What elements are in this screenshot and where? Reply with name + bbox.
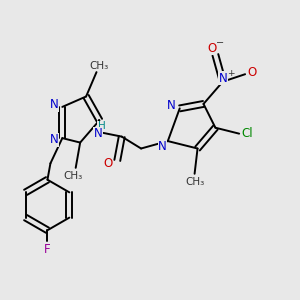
Text: CH₃: CH₃ xyxy=(63,171,82,181)
Text: N: N xyxy=(218,72,227,85)
Text: Cl: Cl xyxy=(242,127,253,140)
Text: N: N xyxy=(50,133,58,146)
Text: CH₃: CH₃ xyxy=(90,61,109,70)
Text: +: + xyxy=(227,69,235,78)
Text: H: H xyxy=(98,121,106,131)
Text: −: − xyxy=(216,38,224,48)
Text: F: F xyxy=(44,243,51,256)
Text: CH₃: CH₃ xyxy=(185,177,204,187)
Text: O: O xyxy=(247,66,256,79)
Text: N: N xyxy=(167,99,176,112)
Text: N: N xyxy=(94,127,102,140)
Text: O: O xyxy=(103,158,112,170)
Text: N: N xyxy=(158,140,167,153)
Text: O: O xyxy=(207,42,216,55)
Text: N: N xyxy=(50,98,58,111)
